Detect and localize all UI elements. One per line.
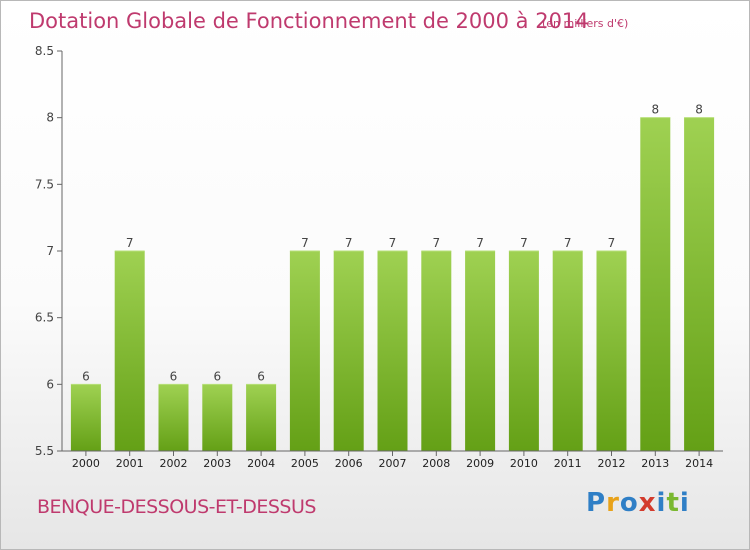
x-tick-label: 2014 (685, 457, 713, 470)
x-tick-label: 2003 (203, 457, 231, 470)
bar-value-label: 7 (126, 236, 134, 250)
bar (246, 384, 277, 451)
bar (421, 251, 452, 451)
bars-group: 6 7 6 6 6 7 7 7 7 7 7 7 7 8 8 (70, 103, 715, 452)
x-tick-label: 2005 (291, 457, 319, 470)
bar-value-label: 6 (213, 369, 221, 383)
x-tick-label: 2001 (116, 457, 144, 470)
bar-value-label: 7 (389, 236, 397, 250)
y-tick-label: 7.5 (35, 177, 54, 191)
x-tick-label: 2000 (72, 457, 100, 470)
y-tick-label: 5.5 (35, 444, 54, 458)
x-tick-label: 2004 (247, 457, 275, 470)
bar-value-label: 6 (82, 369, 90, 383)
brand-letter: x (638, 488, 657, 518)
bar (202, 384, 233, 451)
bar (552, 251, 583, 451)
x-tick-label: 2011 (554, 457, 582, 470)
commune-name: BENQUE-DESSOUS-ET-DESSUS (37, 496, 316, 518)
y-tick-label: 6.5 (35, 311, 54, 325)
bar (684, 117, 715, 452)
y-tick-label: 7 (46, 244, 54, 258)
proxiti-logo: Proxiti (586, 488, 690, 518)
bar (465, 251, 496, 451)
y-tick-label: 6 (46, 377, 54, 391)
y-tick-label: 8 (46, 111, 54, 125)
brand-letter: t (666, 488, 680, 518)
chart-subtitle: (en milliers d'€) (542, 17, 629, 30)
bar-value-label: 7 (301, 236, 309, 250)
bar (377, 251, 408, 451)
bar-value-label: 7 (608, 236, 616, 250)
bar-value-label: 8 (695, 103, 703, 117)
bar (158, 384, 189, 451)
x-tick-label: 2009 (466, 457, 494, 470)
bar-value-label: 7 (432, 236, 440, 250)
y-tick-label: 8.5 (35, 44, 54, 58)
brand-letter: i (679, 488, 690, 518)
bar (596, 251, 627, 451)
x-tick-label: 2007 (379, 457, 407, 470)
bar-value-label: 7 (520, 236, 528, 250)
axes-group: 5.5 6 6.5 7 7.5 8 8.5 2000 2001 2002 2003 2004 2005 2… (35, 44, 723, 470)
bar (508, 251, 539, 451)
bar-value-label: 8 (651, 103, 659, 117)
x-tick-label: 2002 (160, 457, 188, 470)
bar (640, 117, 671, 452)
chart-title: Dotation Globale de Fonctionnement de 20… (29, 9, 589, 33)
bar (114, 251, 145, 451)
x-tick-label: 2012 (598, 457, 626, 470)
bar (289, 251, 320, 451)
x-tick-label: 2010 (510, 457, 538, 470)
brand-letter: i (656, 488, 667, 518)
bar-value-label: 7 (564, 236, 572, 250)
bar-value-label: 6 (170, 369, 178, 383)
bar-value-label: 6 (257, 369, 265, 383)
x-tick-label: 2008 (422, 457, 450, 470)
bar (333, 251, 364, 451)
brand-letter: o (619, 488, 639, 518)
brand-letter: P (586, 488, 607, 518)
bar-value-label: 7 (476, 236, 484, 250)
bar (70, 384, 101, 451)
x-tick-label: 2013 (641, 457, 669, 470)
brand-letter: r (606, 488, 620, 518)
x-tick-label: 2006 (335, 457, 363, 470)
bar-value-label: 7 (345, 236, 353, 250)
